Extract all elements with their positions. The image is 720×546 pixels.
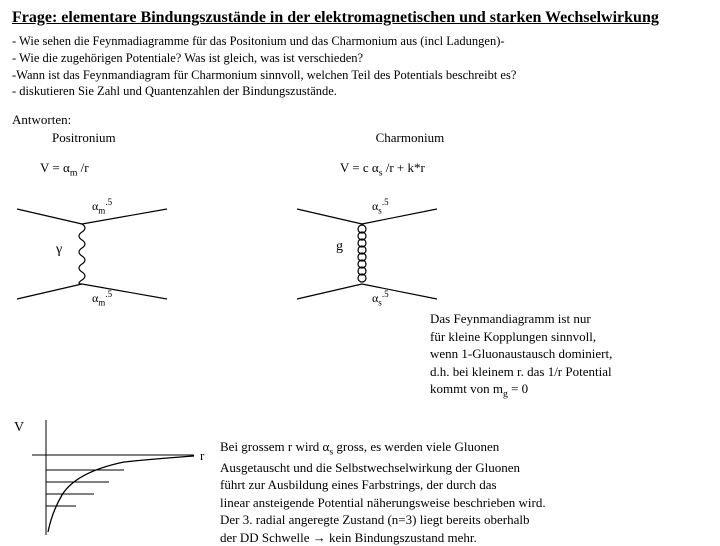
- left-heading: Positronium: [52, 130, 116, 146]
- left-formula: V = αm /r: [40, 160, 89, 179]
- q1: - Wie sehen die Feynmadiagramme für das …: [12, 33, 708, 50]
- right-vertex-top: αs.5: [372, 197, 389, 215]
- right-vertex-bot: αs.5: [372, 289, 389, 307]
- rt2: für kleine Kopplungen sinnvoll,: [430, 328, 710, 346]
- rvt-exp: .5: [382, 197, 389, 207]
- rt5p: kommt von m: [430, 381, 503, 396]
- bt3: führt zur Ausbildung eines Farbstrings, …: [220, 476, 710, 494]
- bt1: Bei grossem r wird αs gross, es werden v…: [220, 438, 710, 459]
- lf-post: /r: [77, 160, 88, 175]
- rt5q: = 0: [508, 381, 528, 396]
- bt2: Ausgetauscht und die Selbstwechselwirkun…: [220, 459, 710, 477]
- q3: -Wann ist das Feynmandiagram für Charmon…: [12, 67, 708, 84]
- left-vertex-top: αm.5: [92, 197, 112, 215]
- rf-pre: V = c α: [340, 160, 379, 175]
- rf-post: /r + k*r: [382, 160, 424, 175]
- rt1: Das Feynmandiagramm ist nur: [430, 310, 710, 328]
- rt5: kommt von mg = 0: [430, 380, 710, 401]
- right-boson-label: g: [336, 239, 343, 255]
- q4: - diskutieren Sie Zahl und Quantenzahlen…: [12, 83, 708, 100]
- right-formula: V = c αs /r + k*r: [340, 160, 425, 179]
- right-heading: Charmonium: [376, 130, 445, 146]
- bottom-text: Bei grossem r wird αs gross, es werden v…: [220, 438, 710, 546]
- headings-row: Positronium Charmonium: [12, 130, 708, 146]
- rvb-exp: .5: [382, 289, 389, 299]
- feynman-panel: αm.5 γ αm.5 αs.5 g αs.5: [12, 179, 708, 329]
- potential-plot: [14, 420, 204, 535]
- lvt-exp: .5: [105, 197, 112, 207]
- bt1q: gross, es werden viele Gluonen: [333, 439, 499, 454]
- question-list: - Wie sehen die Feynmadiagramme für das …: [12, 33, 708, 101]
- bt1p: Bei grossem r wird α: [220, 439, 329, 454]
- bt4: linear ansteigende Potential näherungswe…: [220, 494, 710, 512]
- rt4: d.h. bei kleinem r. das 1/r Potential: [430, 363, 710, 381]
- bt6: der DD Schwelle → kein Bindungszustand m…: [220, 529, 710, 546]
- q2: - Wie die zugehörigen Potentiale? Was is…: [12, 50, 708, 67]
- lf-sym: α: [63, 160, 70, 175]
- left-boson-label: γ: [56, 242, 62, 258]
- lvb-exp: .5: [105, 289, 112, 299]
- right-side-text: Das Feynmandiagramm ist nur für kleine K…: [430, 310, 710, 401]
- page-title: Frage: elementare Bindungszustände in de…: [12, 8, 708, 29]
- left-vertex-bot: αm.5: [92, 289, 112, 307]
- lf-pre: V =: [40, 160, 63, 175]
- bt5: Der 3. radial angeregte Zustand (n=3) li…: [220, 511, 710, 529]
- rt3: wenn 1-Gluonaustausch dominiert,: [430, 345, 710, 363]
- answers-label: Antworten:: [12, 112, 708, 128]
